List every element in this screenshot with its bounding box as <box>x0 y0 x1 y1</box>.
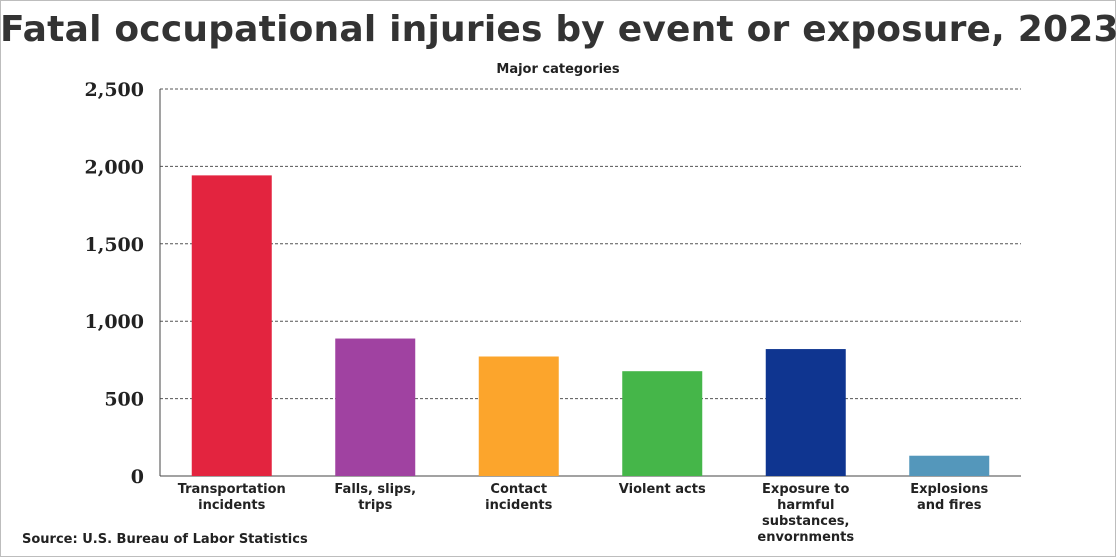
y-tick-label: 2,000 <box>85 156 145 178</box>
x-axis-ticks: Transportation incidents Falls, slips, trip… <box>178 482 989 545</box>
x-tick-label: Contact incidents <box>485 482 552 513</box>
x-tick-label: Exposure to harmful substances, envornments <box>757 482 854 545</box>
x-tick-label: Explosions and fires <box>910 482 988 513</box>
y-axis-ticks: 0 500 1,000 1,500 2,000 2,500 <box>85 79 145 488</box>
chart-subtitle: Major categories <box>496 62 620 77</box>
chart-title: Fatal occupational injuries by event or … <box>0 9 1116 50</box>
y-tick-label: 0 <box>131 466 144 488</box>
y-tick-label: 500 <box>104 389 144 411</box>
bar <box>909 455 990 476</box>
source-note: Source: U.S. Bureau of Labor Statistics <box>22 532 308 547</box>
y-tick-label: 2,500 <box>85 79 145 101</box>
bar <box>335 338 416 476</box>
x-tick-label: Falls, slips, trips <box>334 482 416 513</box>
bar <box>765 349 846 476</box>
bar <box>622 371 703 476</box>
gridlines <box>159 88 1021 477</box>
x-tick-label: Transportation incidents <box>178 482 286 513</box>
x-tick-label: Violent acts <box>619 482 706 497</box>
bars <box>191 175 990 476</box>
y-tick-label: 1,500 <box>85 234 145 256</box>
y-tick-label: 1,000 <box>85 311 145 333</box>
bar <box>478 356 559 476</box>
bar <box>191 175 272 476</box>
